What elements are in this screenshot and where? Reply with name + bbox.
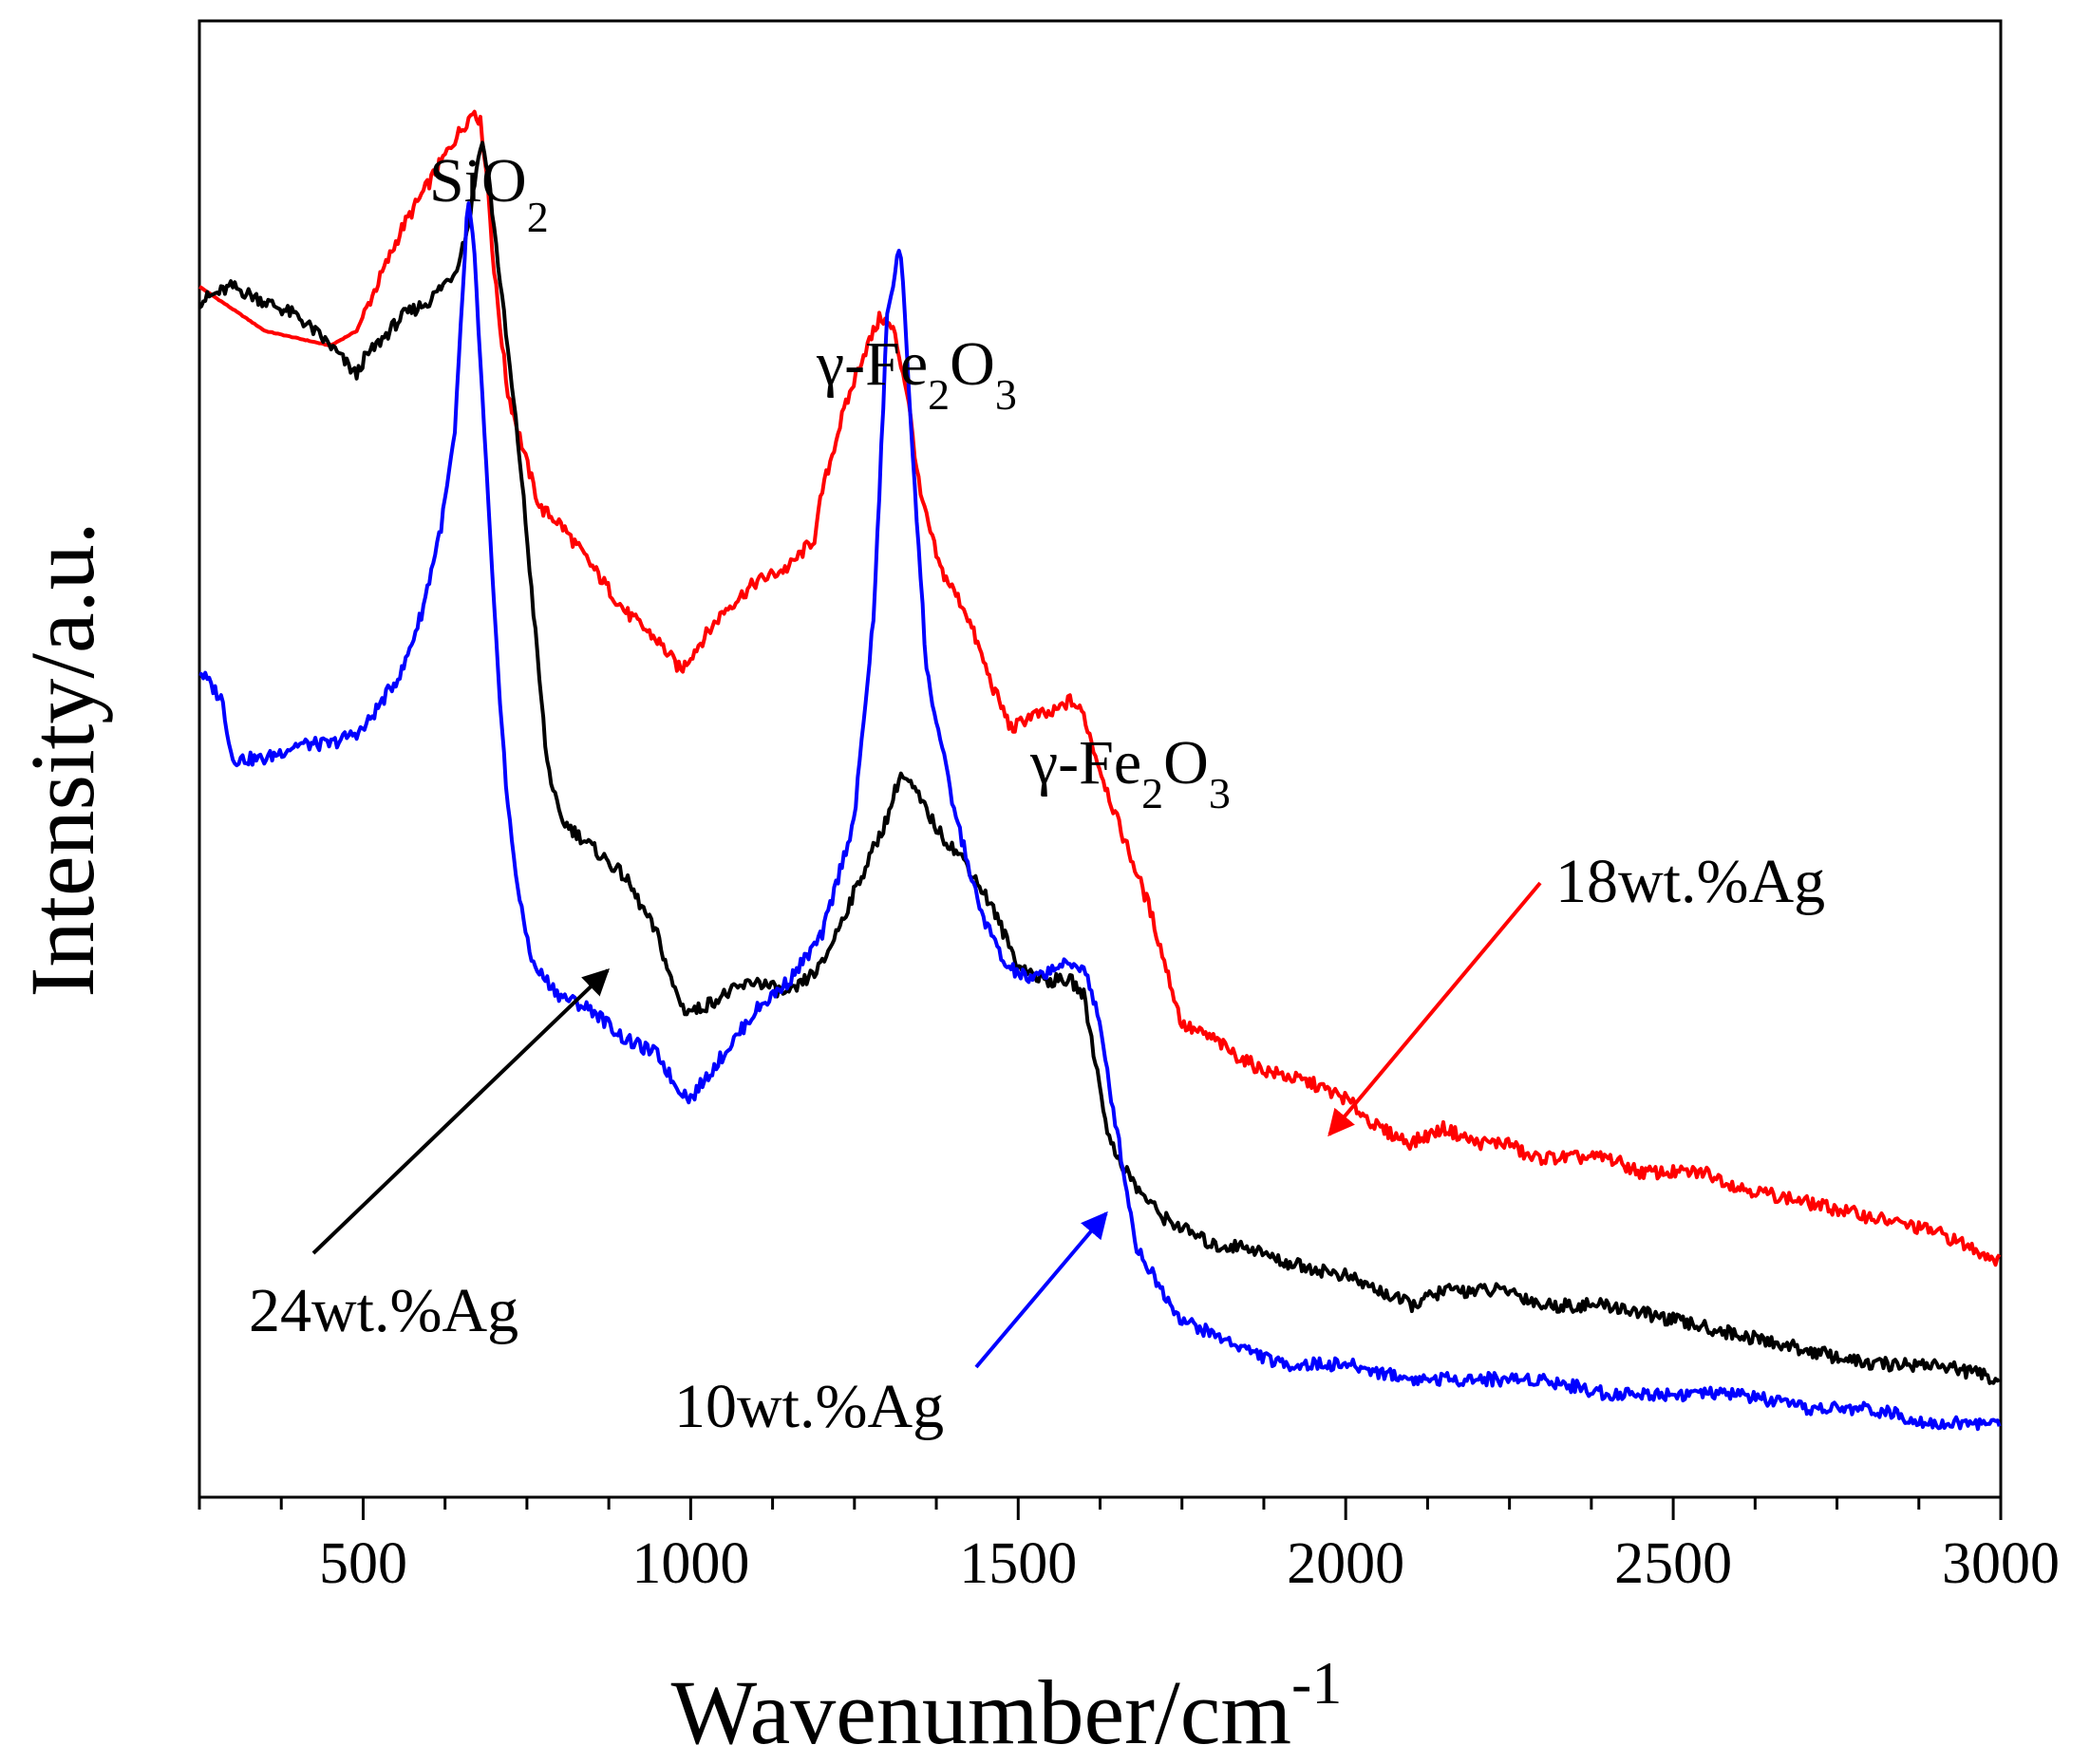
x-axis-ticks: 500 1000 1500 2000 2500 3000 (198, 1497, 2060, 1596)
series-group (198, 109, 2002, 1432)
annotation-sio2-subscript: 2 (527, 193, 549, 241)
annotation-fe2o3-1-text: γ-Fe (816, 329, 928, 399)
series-label-10wt: 10wt.%Ag (674, 1372, 944, 1441)
annotation-fe2o3-peak-1: γ-Fe2O3 (816, 329, 1017, 419)
series-line-18wtag (198, 109, 2002, 1267)
annotation-fe2o3-1-text-b: O (950, 329, 995, 399)
series-label-18wt: 18wt.%Ag (1555, 847, 1825, 916)
arrow-18wt (1327, 881, 1542, 1137)
series-line-10wtag (198, 201, 2002, 1432)
arrow-10wt (974, 1210, 1108, 1369)
x-tick-label-1500: 1500 (959, 1531, 1077, 1596)
x-axis-title: Wavenumber/cm-1 (671, 1649, 1343, 1763)
x-tick-label-2000: 2000 (1287, 1531, 1404, 1596)
annotation-fe2o3-2-sub-a: 2 (1141, 769, 1163, 817)
x-tick-label-3000: 3000 (1942, 1531, 2060, 1596)
x-tick-label-1000: 1000 (631, 1531, 749, 1596)
annotation-fe2o3-2-text-b: O (1163, 728, 1209, 798)
annotation-fe2o3-peak-2: γ-Fe2O3 (1029, 728, 1231, 817)
x-tick-label-2500: 2500 (1614, 1531, 1732, 1596)
y-axis-title: Intensity/a.u. (11, 521, 113, 997)
series-label-24wt: 24wt.%Ag (249, 1276, 518, 1345)
annotation-fe2o3-2-sub-b: 3 (1209, 769, 1231, 817)
annotation-fe2o3-2-text: γ-Fe (1029, 728, 1141, 798)
annotation-sio2: SiO2 (429, 146, 549, 241)
annotation-fe2o3-1-sub-b: 3 (995, 370, 1017, 419)
series-line-24wtag (198, 141, 2001, 1385)
annotation-fe2o3-1-sub-a: 2 (928, 370, 950, 419)
arrow-24wt (311, 968, 611, 1255)
x-axis-title-text: Wavenumber/cm (671, 1661, 1291, 1763)
annotation-sio2-text: SiO (429, 146, 527, 216)
x-axis-title-superscript: -1 (1291, 1649, 1342, 1717)
x-tick-label-500: 500 (319, 1531, 407, 1596)
